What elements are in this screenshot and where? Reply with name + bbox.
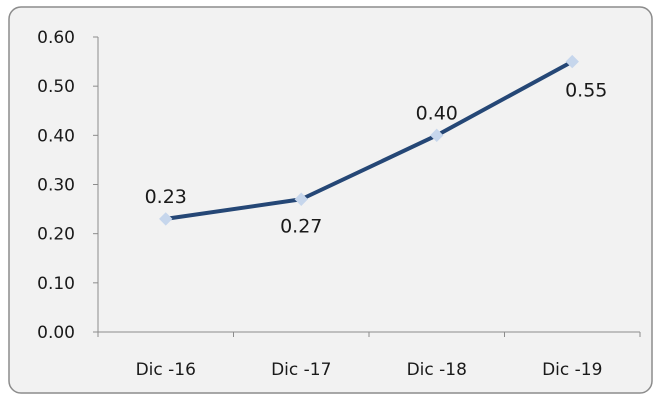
y-tick-label: 0.00	[37, 323, 75, 343]
chart-axes: 0.00 0.10 0.20 0.30 0.40 0.50 0.60 Dic -16 Dic -…	[37, 28, 641, 380]
data-point-marker	[430, 128, 444, 143]
y-tick-label: 0.30	[37, 176, 75, 196]
data-point-marker	[159, 212, 173, 226]
chart-data-labels: 0.23 0.27 0.40 0.55	[145, 80, 608, 238]
y-tick-label: 0.60	[37, 28, 75, 48]
chart-panel	[8, 6, 653, 394]
x-tick-label: Dic -19	[542, 360, 602, 380]
y-tick-label: 0.50	[37, 77, 75, 97]
y-tick-label: 0.20	[37, 225, 75, 245]
data-label: 0.55	[565, 80, 607, 102]
series-line	[163, 59, 575, 221]
data-label: 0.40	[416, 102, 458, 124]
data-point-marker	[565, 54, 579, 69]
data-label: 0.27	[280, 215, 322, 237]
x-tick-label: Dic -17	[271, 360, 331, 380]
y-tick-label: 0.40	[37, 126, 75, 146]
x-tick-label: Dic -16	[136, 360, 196, 380]
x-tick-label: Dic -18	[407, 360, 467, 380]
data-label: 0.23	[145, 186, 187, 208]
chart-series	[159, 54, 579, 226]
y-tick-label: 0.10	[37, 274, 75, 294]
data-point-marker	[294, 192, 308, 206]
